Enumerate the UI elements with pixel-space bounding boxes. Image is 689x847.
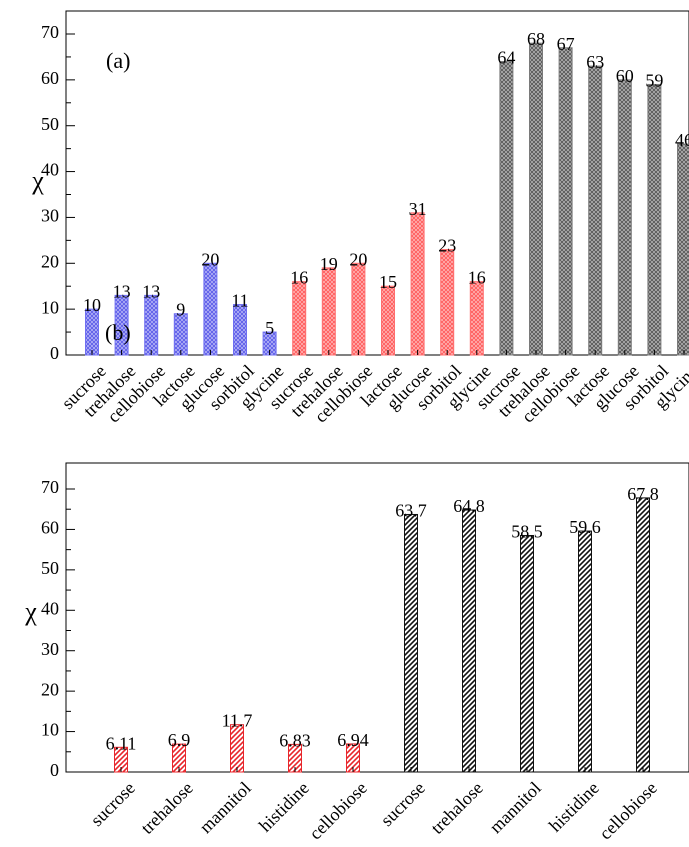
value-label: 16 bbox=[290, 268, 308, 288]
y-tick-label: 10 bbox=[41, 297, 59, 317]
bar-sucrose bbox=[499, 61, 514, 356]
category-label: mannitol bbox=[485, 778, 544, 837]
panel-a-y-axis: 0 10 20 30 40 50 60 70 bbox=[41, 22, 75, 363]
value-label: 67.8 bbox=[627, 484, 659, 504]
bar-glycine bbox=[469, 281, 484, 356]
y-tick-label: 20 bbox=[41, 679, 59, 699]
bar-trehalose bbox=[529, 42, 543, 356]
panel-a-y-axis-label: χ bbox=[31, 166, 44, 195]
value-label: 67 bbox=[557, 34, 575, 54]
bar-glucose bbox=[410, 212, 425, 356]
bar-sorbitol bbox=[440, 249, 455, 356]
panel-b-y-axis-label: χ bbox=[24, 597, 37, 626]
value-label: 19 bbox=[320, 254, 338, 274]
y-tick-label: 10 bbox=[41, 720, 59, 740]
value-label: 6.94 bbox=[337, 730, 369, 750]
category-label: mannitol bbox=[195, 778, 254, 837]
value-label: 64.8 bbox=[453, 496, 485, 516]
value-label: 59 bbox=[645, 70, 663, 90]
y-tick-label: 50 bbox=[41, 558, 59, 578]
value-label: 11.7 bbox=[222, 711, 253, 731]
value-label: 5 bbox=[265, 318, 274, 338]
value-label: 11 bbox=[231, 291, 248, 311]
bar-sucrose bbox=[404, 513, 418, 773]
panel-b-bars bbox=[114, 497, 650, 773]
value-label: 68 bbox=[527, 29, 545, 49]
bar-lactose bbox=[381, 285, 395, 356]
bar-histidine bbox=[578, 530, 592, 773]
y-tick-label: 40 bbox=[41, 160, 59, 180]
value-label: 6.9 bbox=[168, 730, 191, 750]
value-label: 20 bbox=[201, 249, 219, 269]
value-label: 63.7 bbox=[395, 500, 427, 520]
value-label: 64 bbox=[497, 48, 515, 68]
y-tick-label: 0 bbox=[50, 760, 59, 780]
value-label: 23 bbox=[438, 236, 456, 256]
value-label: 31 bbox=[409, 199, 427, 219]
panel-a-category-labels: sucrosetrehalosecellobioselactoseglucose… bbox=[58, 361, 689, 427]
panel-a-bars bbox=[85, 42, 689, 356]
value-label: 60 bbox=[616, 66, 634, 86]
value-label: 13 bbox=[142, 281, 160, 301]
panel-b-label: (b) bbox=[105, 320, 131, 345]
bar-cellobiose bbox=[558, 47, 573, 356]
value-label: 63 bbox=[586, 52, 604, 72]
bar-sorbitol bbox=[647, 83, 662, 356]
value-label: 20 bbox=[349, 249, 367, 269]
panel-b-value-labels: 6.11 6.9 11.7 6.83 6.94 63.7 64.8 58.5 59.6 67.8 bbox=[106, 484, 659, 753]
category-label: sucrose bbox=[87, 778, 139, 830]
category-label: histidine bbox=[545, 778, 603, 836]
bar-glucose bbox=[203, 262, 218, 356]
category-label: cellobiose bbox=[305, 778, 371, 844]
panel-a-chart: 0 10 20 30 40 50 60 70 10 13 13 9 20 11 5 16 19 20 15 31 23… bbox=[31, 10, 689, 427]
value-label: 10 bbox=[83, 295, 101, 315]
bar-cellobiose bbox=[351, 262, 366, 356]
bar-trehalose bbox=[321, 267, 336, 356]
value-label: 46 bbox=[675, 130, 689, 150]
value-label: 6.83 bbox=[279, 730, 311, 750]
value-label: 9 bbox=[176, 300, 185, 320]
value-label: 15 bbox=[379, 272, 397, 292]
value-label: 6.11 bbox=[106, 733, 137, 753]
bar-lactose bbox=[173, 313, 188, 356]
category-label: trehalose bbox=[137, 778, 197, 838]
bar-sucrose bbox=[85, 308, 99, 356]
y-tick-label: 50 bbox=[41, 114, 59, 134]
bar-cellobiose bbox=[144, 294, 159, 356]
value-label: 16 bbox=[468, 268, 486, 288]
y-tick-label: 70 bbox=[41, 22, 59, 42]
value-label: 58.5 bbox=[511, 521, 543, 541]
bar-glycine bbox=[677, 143, 689, 356]
panel-a-frame bbox=[65, 10, 689, 356]
y-tick-label: 20 bbox=[41, 251, 59, 271]
bar-sorbitol bbox=[233, 304, 247, 356]
category-label: cellobiose bbox=[595, 778, 661, 844]
y-tick-label: 30 bbox=[41, 639, 59, 659]
bar-cellobiose bbox=[636, 497, 650, 773]
value-label: 59.6 bbox=[569, 517, 601, 537]
y-tick-label: 40 bbox=[41, 598, 59, 618]
panel-b-y-axis: 0 10 20 30 40 50 60 70 bbox=[41, 477, 75, 780]
y-tick-label: 70 bbox=[41, 477, 59, 497]
value-label: 13 bbox=[113, 281, 131, 301]
bar-sucrose bbox=[292, 281, 307, 356]
category-label: sucrose bbox=[377, 778, 429, 830]
category-label: histidine bbox=[255, 778, 313, 836]
panel-b-frame bbox=[65, 462, 689, 773]
panel-a-value-labels: 10 13 13 9 20 11 5 16 19 20 15 31 23 16 64 68 67 63 60 59 46 bbox=[83, 29, 689, 338]
bar-lactose bbox=[588, 65, 603, 356]
y-tick-label: 30 bbox=[41, 206, 59, 226]
y-tick-label: 0 bbox=[50, 343, 59, 363]
category-label: trehalose bbox=[427, 778, 487, 838]
bar-glucose bbox=[617, 79, 632, 356]
y-tick-label: 60 bbox=[41, 68, 59, 88]
bar-mannitol bbox=[230, 724, 244, 773]
bar-trehalose bbox=[462, 509, 476, 773]
bar-mannitol bbox=[520, 534, 534, 773]
panel-a-label: (a) bbox=[106, 48, 130, 73]
y-tick-label: 60 bbox=[41, 518, 59, 538]
